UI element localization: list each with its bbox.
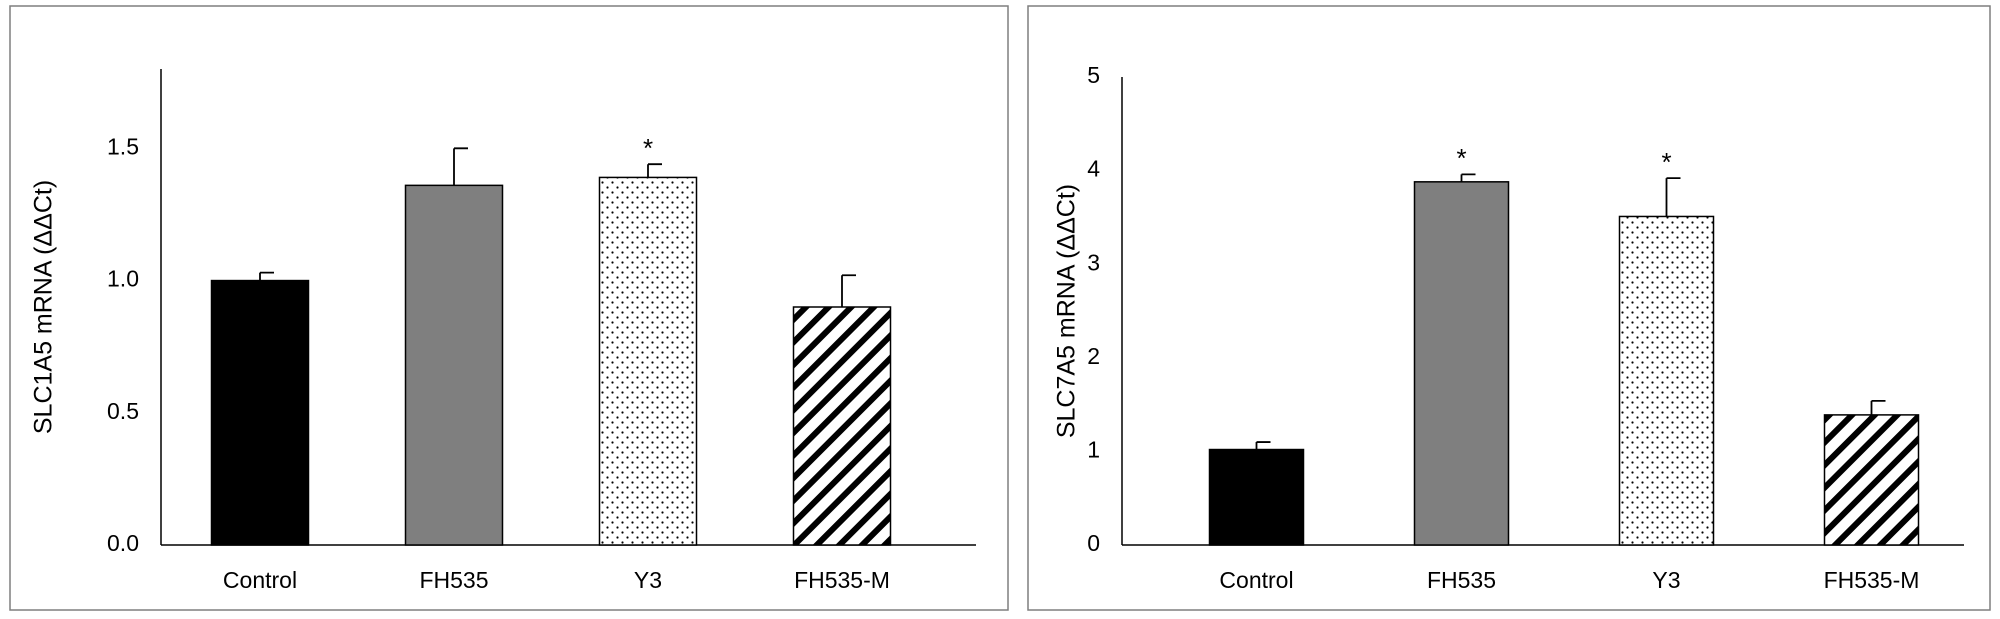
y-tick-label: 0.0 xyxy=(107,530,139,556)
x-tick-label: FH535-M xyxy=(794,567,890,593)
bar xyxy=(1413,181,1510,546)
y-tick-label: 4 xyxy=(1087,156,1100,182)
significance-marker: * xyxy=(1661,147,1671,177)
error-bar xyxy=(1665,177,1681,217)
x-tick-label: FH535-M xyxy=(1824,567,1920,593)
x-tick-label: Y3 xyxy=(634,567,662,593)
y-tick-label: 1.5 xyxy=(107,133,139,159)
error-bar xyxy=(1460,173,1476,182)
error-bar xyxy=(453,147,468,186)
bar xyxy=(792,306,892,546)
significance-marker: * xyxy=(1456,143,1466,173)
error-bar xyxy=(1870,399,1886,415)
x-tick-label: Y3 xyxy=(1652,567,1680,593)
bar xyxy=(1823,414,1920,546)
error-bar xyxy=(647,163,662,178)
x-tick-label: Control xyxy=(223,567,297,593)
y-axis-label: SLC7A5 mRNA (ΔΔCt) xyxy=(1053,184,1081,438)
y-tick-label: 0.5 xyxy=(107,398,139,424)
bar xyxy=(210,279,310,546)
y-axis-label: SLC1A5 mRNA (ΔΔCt) xyxy=(30,180,58,434)
y-tick-label: 5 xyxy=(1087,62,1100,88)
error-bar xyxy=(259,271,274,281)
bar xyxy=(1618,215,1715,546)
x-tick-label: FH535 xyxy=(419,567,488,593)
bar xyxy=(1208,448,1305,546)
x-tick-label: Control xyxy=(1219,567,1293,593)
y-tick-label: 1 xyxy=(1087,436,1100,462)
y-tick-label: 1.0 xyxy=(107,266,139,292)
error-bar xyxy=(841,274,856,307)
error-bar xyxy=(1255,441,1271,450)
bar xyxy=(598,176,698,546)
bar xyxy=(404,184,504,546)
y-tick-label: 3 xyxy=(1087,249,1100,275)
x-tick-label: FH535 xyxy=(1427,567,1496,593)
y-tick-label: 2 xyxy=(1087,343,1100,369)
significance-marker: * xyxy=(643,133,653,163)
y-tick-label: 0 xyxy=(1087,530,1100,556)
